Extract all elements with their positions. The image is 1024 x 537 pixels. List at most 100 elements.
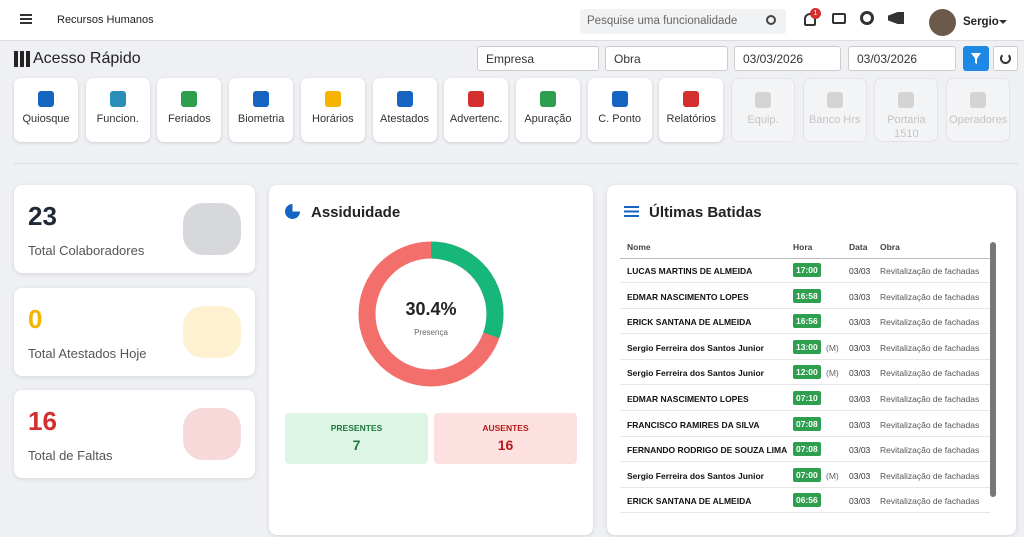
quick-tile[interactable]: Funcion.: [85, 78, 150, 142]
site-name: Revitalização de fachadas: [880, 394, 980, 404]
stat-label: Total de Faltas: [28, 448, 113, 463]
employee-name: EDMAR NASCIMENTO LOPES: [627, 291, 749, 302]
tile-icon: [970, 92, 987, 108]
tile-icon: [324, 91, 341, 107]
date: 03/03: [849, 317, 871, 328]
scrollbar[interactable]: [990, 242, 996, 497]
site-name: Revitalização de fachadas: [880, 445, 980, 456]
quick-tile[interactable]: Relatórios: [659, 78, 724, 142]
table-row: FERNANDO RODRIGO DE SOUZA LIMA 07:08 03/03…: [620, 437, 990, 463]
tile-icon: [683, 91, 700, 107]
section-title: Acesso Rápido: [33, 50, 141, 67]
tile-label: C. Ponto: [598, 113, 641, 125]
tile-icon: [109, 91, 126, 107]
quick-tile: Operadores: [946, 78, 1011, 142]
tile-label: Relatórios: [666, 113, 717, 125]
time-badge: 12:00: [793, 365, 821, 380]
site-name: Revitalização de fachadas: [880, 342, 980, 353]
quick-tile[interactable]: Feriados: [157, 78, 222, 142]
quick-tile[interactable]: Biometria: [229, 78, 294, 142]
mail-icon[interactable]: [832, 13, 846, 24]
tile-icon: [755, 92, 771, 108]
tile-icon: [38, 91, 54, 107]
date: 03/03: [849, 470, 871, 481]
tile-label: Portaria 1510: [887, 114, 926, 140]
manual-marker: (M): [826, 368, 839, 379]
time-badge: 07:08: [793, 442, 821, 457]
tile-label: Horários: [312, 113, 354, 125]
announce-icon[interactable]: [888, 12, 904, 24]
tile-label: Biometria: [237, 113, 285, 125]
card-title: Assiduidade: [311, 204, 401, 221]
tile-icon: [539, 91, 556, 107]
stat-card: 23 Total Colaboradores: [14, 185, 255, 273]
tile-label: Equip.: [747, 114, 779, 126]
notification-badge: 1: [810, 8, 821, 19]
quick-tile[interactable]: Horários: [300, 78, 365, 142]
table-header: Nome Hora Data Obra: [620, 234, 990, 259]
tile-label: Apuração: [524, 113, 572, 125]
tile-label: Atestados: [380, 113, 429, 125]
site-name: Revitalização de fachadas: [880, 419, 980, 430]
user-name[interactable]: Sergio: [963, 16, 999, 28]
time-badge: 13:00: [793, 339, 821, 354]
absent-value: 16: [497, 437, 514, 453]
employee-name: ERICK SANTANA DE ALMEIDA: [627, 317, 752, 328]
tile-icon: [826, 92, 843, 108]
table-row: Sergio Ferreira dos Santos Junior 07:00 (M…: [620, 463, 990, 488]
date-to[interactable]: 03/03/2026: [848, 46, 956, 71]
time-badge: 16:58: [793, 288, 821, 303]
site-name: Revitalização de fachadas: [880, 470, 980, 481]
quick-tile[interactable]: Apuração: [515, 78, 580, 142]
site-name: Revitalização de fachadas: [880, 496, 980, 507]
search-box[interactable]: Pesquise uma funcionalidade: [580, 9, 786, 34]
column-header: Data: [849, 242, 868, 252]
quick-tile: Banco Hrs: [802, 78, 867, 142]
stat-card: 16 Total de Faltas: [14, 390, 255, 478]
quick-tile[interactable]: Quiosque: [14, 78, 78, 142]
date: 03/03: [849, 291, 871, 302]
site-select[interactable]: Obra: [605, 46, 728, 71]
avatar[interactable]: [929, 9, 956, 36]
presence-value: 30.4%: [405, 299, 456, 319]
date: 03/03: [849, 394, 871, 404]
employee-name: Sergio Ferreira dos Santos Junior: [627, 342, 764, 353]
header: Recursos Humanos Pesquise uma funcionali…: [0, 0, 1024, 41]
company-select[interactable]: Empresa: [477, 46, 599, 71]
filter-button[interactable]: [963, 46, 989, 71]
employee-name: LUCAS MARTINS DE ALMEIDA: [627, 266, 753, 276]
absent-label: AUSENTES: [482, 423, 529, 433]
table-row: ERICK SANTANA DE ALMEIDA 06:56 03/03 Revita…: [620, 488, 990, 514]
presence-caption: Presença: [414, 328, 448, 337]
assiduidade-card: Assiduidade 30.4% Presença PRESENTES 7 A…: [269, 185, 593, 535]
grid-icon: [14, 51, 30, 67]
present-box: PRESENTES 7: [285, 413, 428, 464]
tile-label: Feriados: [167, 113, 211, 125]
date: 03/03: [849, 496, 871, 507]
table-row: Sergio Ferreira dos Santos Junior 12:00 (M…: [620, 360, 990, 386]
employee-name: Sergio Ferreira dos Santos Junior: [627, 368, 764, 379]
quick-tile: Equip.: [731, 78, 795, 142]
reset-button[interactable]: [993, 46, 1018, 71]
employee-name: FRANCISCO RAMIRES DA SILVA: [627, 419, 760, 430]
support-icon[interactable]: [860, 11, 874, 25]
tile-icon: [181, 91, 198, 107]
date: 03/03: [849, 368, 871, 379]
stat-card: 0 Total Atestados Hoje: [14, 287, 255, 376]
stat-value: 16: [28, 406, 57, 436]
menu-button[interactable]: [20, 14, 32, 24]
quick-tile[interactable]: Advertenc.: [444, 78, 509, 142]
stat-label: Total Atestados Hoje: [28, 345, 147, 361]
column-header: Nome: [627, 242, 651, 252]
stat-icon: [183, 203, 241, 255]
tile-label: Operadores: [949, 114, 1008, 126]
quick-tile[interactable]: C. Ponto: [587, 78, 652, 142]
table-row: ERICK SANTANA DE ALMEIDA 16:56 03/03 Revita…: [620, 309, 990, 335]
date-from[interactable]: 03/03/2026: [734, 46, 841, 71]
tile-icon: [468, 91, 485, 107]
column-header: Hora: [793, 242, 813, 252]
quick-tile[interactable]: Atestados: [372, 78, 437, 142]
user-caret: [999, 20, 1007, 28]
stat-value: 23: [28, 201, 57, 231]
